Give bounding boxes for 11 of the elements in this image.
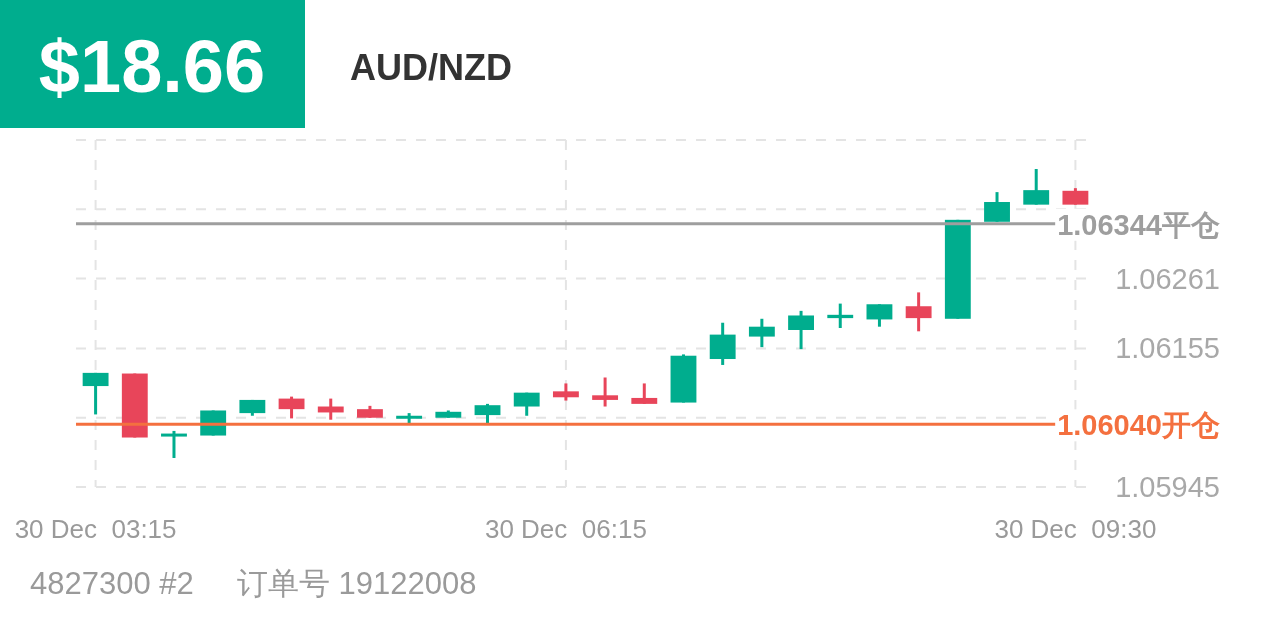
text: $18.66 <box>38 25 266 108</box>
x-tick-label: 30 Dec 09:30 <box>994 514 1157 544</box>
y-tick-label: 1.06155 <box>1115 332 1220 365</box>
ref-line-label: 1.06344平仓 <box>1057 208 1220 241</box>
y-tick-label: 1.05945 <box>1115 471 1220 503</box>
x-tick-label: 30 Dec 06:15 <box>484 514 647 544</box>
chart-title: AUD/NZD <box>350 47 512 88</box>
x-tick-label: 30 Dec 03:15 <box>14 514 177 544</box>
y-tick-label: 1.06261 <box>1115 262 1220 295</box>
ref-line-label: 1.06040开仓 <box>1057 409 1220 442</box>
text: 4827300 #2 订单号 19122008 <box>30 566 477 601</box>
